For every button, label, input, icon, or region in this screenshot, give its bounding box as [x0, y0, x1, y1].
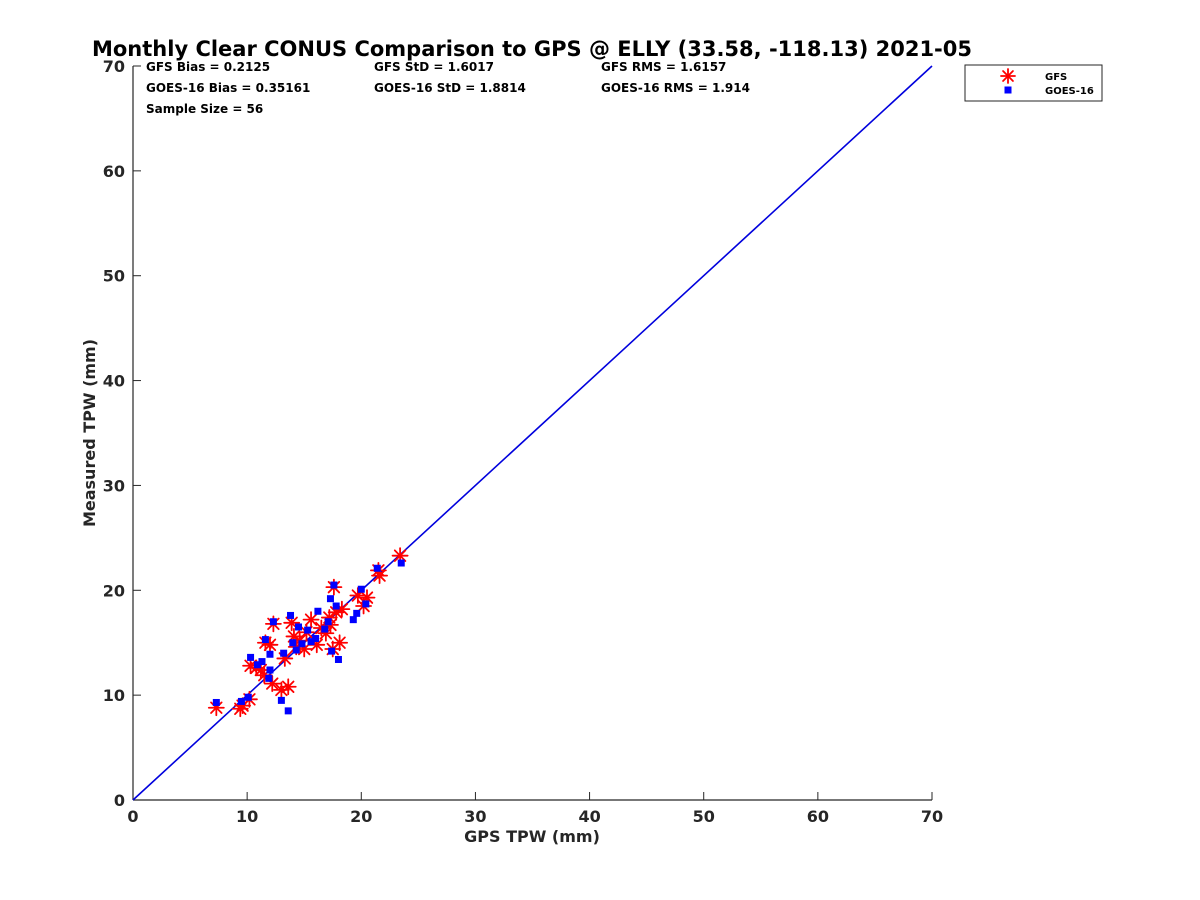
stat-annotation: GOES-16 RMS = 1.914 — [601, 81, 750, 95]
series-goes-16 — [212, 559, 405, 715]
x-tick-label: 10 — [236, 807, 258, 826]
y-tick-label: 20 — [103, 581, 125, 600]
goes16-point — [353, 609, 361, 617]
goes16-point — [312, 635, 320, 643]
gfs-point — [207, 699, 225, 717]
y-axis-label: Measured TPW (mm) — [80, 339, 99, 527]
goes16-point — [265, 674, 273, 682]
goes16-point — [280, 649, 288, 657]
data-points — [207, 547, 409, 718]
legend: GFS GOES-16 — [964, 64, 1103, 102]
x-tick-label: 30 — [464, 807, 486, 826]
goes16-point — [212, 698, 220, 706]
goes16-point — [289, 639, 297, 647]
goes16-point — [266, 650, 274, 658]
one-to-one-line — [132, 65, 933, 801]
gfs-point — [302, 611, 320, 629]
y-tick-label: 60 — [103, 162, 125, 181]
gfs-point — [391, 547, 409, 565]
goes16-point — [284, 707, 292, 715]
gfs-point — [279, 678, 297, 696]
stat-annotation: Sample Size = 56 — [146, 102, 263, 116]
goes16-point — [237, 697, 245, 705]
goes16-point — [269, 618, 277, 626]
gfs-point — [331, 634, 348, 652]
legend-label: GFS — [1045, 72, 1067, 83]
goes16-point — [334, 655, 342, 663]
legend-box — [964, 64, 1103, 102]
goes16-point — [321, 625, 329, 633]
x-tick-label: 40 — [578, 807, 600, 826]
goes16-point — [397, 559, 405, 567]
y-tick-label: 10 — [103, 686, 125, 705]
y-tick-label: 50 — [103, 267, 125, 286]
goes16-point — [362, 600, 370, 608]
x-tick-label: 70 — [921, 807, 943, 826]
legend-gfs-marker — [1000, 68, 1016, 84]
goes16-point — [287, 611, 295, 619]
goes16-point — [328, 647, 336, 655]
stat-annotation: GFS StD = 1.6017 — [374, 60, 494, 74]
goes16-point — [326, 595, 334, 603]
goes16-point — [266, 666, 274, 674]
stat-annotation: GOES-16 Bias = 0.35161 — [146, 81, 310, 95]
x-axis-label: GPS TPW (mm) — [464, 827, 600, 846]
goes16-point — [244, 693, 252, 701]
x-tick-label: 50 — [693, 807, 715, 826]
goes16-point — [298, 640, 306, 648]
goes16-point — [330, 581, 338, 589]
y-tick-label: 40 — [103, 372, 125, 391]
goes16-point — [304, 626, 312, 634]
y-tick-label: 70 — [103, 57, 125, 76]
goes16-point — [324, 618, 332, 626]
goes16-point — [349, 616, 357, 624]
stats-annotations: GFS Bias = 0.2125 GFS StD = 1.6017 GFS RMS… — [146, 60, 750, 116]
stat-annotation: GOES-16 StD = 1.8814 — [374, 81, 526, 95]
goes16-point — [307, 638, 315, 646]
goes16-point — [253, 661, 261, 669]
legend-goes16-marker — [1004, 86, 1012, 94]
stat-annotation: GFS RMS = 1.6157 — [601, 60, 726, 74]
goes16-point — [357, 585, 365, 593]
goes16-point — [247, 653, 255, 661]
x-tick-label: 0 — [127, 807, 138, 826]
goes16-point — [261, 636, 269, 644]
plot-area: GFS Bias = 0.2125 GFS StD = 1.6017 GFS RMS… — [103, 57, 943, 826]
axes: 0 10 20 30 40 50 60 70 0 10 20 30 40 50 60 70 — [103, 57, 943, 826]
x-tick-label: 60 — [807, 807, 829, 826]
goes16-point — [295, 623, 303, 631]
goes16-point — [277, 696, 285, 704]
goes16-point — [373, 564, 381, 572]
legend-label: GOES-16 — [1045, 86, 1094, 97]
reference-line-group — [132, 65, 933, 801]
x-tick-label: 20 — [350, 807, 372, 826]
goes16-point — [314, 607, 322, 615]
y-tick-label: 30 — [103, 476, 125, 495]
chart-title: Monthly Clear CONUS Comparison to GPS @ … — [92, 37, 972, 61]
goes16-point — [292, 646, 300, 654]
goes16-point — [332, 602, 340, 610]
stat-annotation: GFS Bias = 0.2125 — [146, 60, 270, 74]
y-tick-label: 0 — [114, 791, 125, 810]
goes16-point — [258, 658, 266, 666]
